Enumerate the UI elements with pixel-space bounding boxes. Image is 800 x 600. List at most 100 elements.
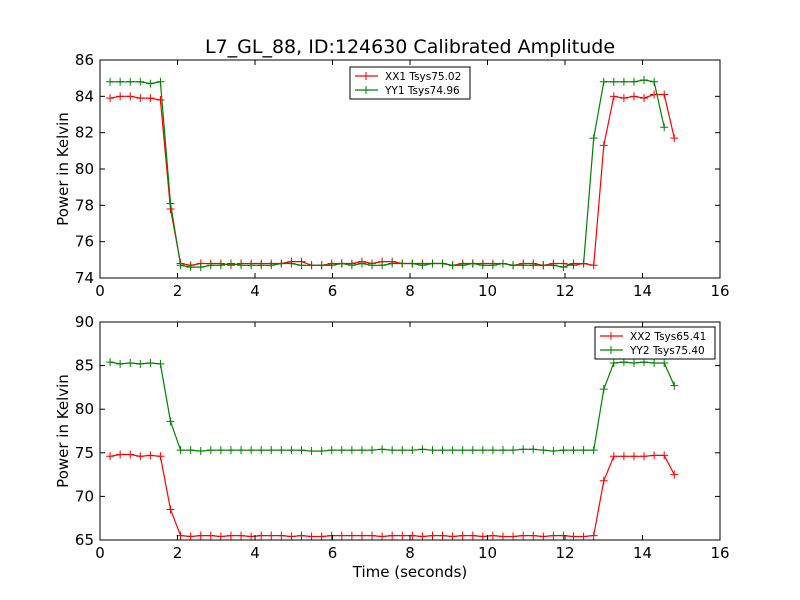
data-point bbox=[166, 199, 175, 208]
data-point bbox=[569, 446, 578, 455]
x-tick-label: 10 bbox=[478, 282, 497, 300]
data-point bbox=[660, 90, 669, 99]
data-point bbox=[368, 261, 377, 270]
data-point bbox=[226, 259, 235, 268]
data-point bbox=[418, 532, 427, 540]
data-point bbox=[640, 94, 649, 103]
data-point bbox=[599, 77, 608, 86]
legend-label: YY1 Tsys74.96 bbox=[384, 85, 460, 97]
data-point bbox=[609, 358, 618, 367]
data-point bbox=[136, 77, 145, 86]
y-tick-label: 80 bbox=[75, 160, 94, 178]
data-point bbox=[136, 94, 145, 103]
data-point bbox=[539, 261, 548, 270]
data-point bbox=[146, 451, 155, 460]
data-point bbox=[317, 261, 326, 270]
x-tick-label: 14 bbox=[633, 282, 652, 300]
data-point bbox=[569, 532, 578, 540]
data-point bbox=[307, 532, 316, 540]
data-point bbox=[337, 259, 346, 268]
data-point bbox=[579, 532, 588, 540]
x-tick-label: 8 bbox=[405, 282, 415, 300]
data-point bbox=[186, 532, 195, 540]
data-point bbox=[146, 79, 155, 88]
data-point bbox=[106, 358, 115, 367]
data-point bbox=[327, 531, 336, 540]
data-point bbox=[438, 531, 447, 540]
y-tick-label: 86 bbox=[75, 51, 94, 69]
data-point bbox=[287, 446, 296, 455]
legend-marker bbox=[607, 332, 615, 340]
data-point bbox=[488, 446, 497, 455]
data-point bbox=[670, 134, 679, 143]
y-tick-label: 85 bbox=[75, 357, 94, 375]
data-point bbox=[368, 531, 377, 540]
data-point bbox=[307, 261, 316, 270]
data-point bbox=[126, 450, 135, 459]
data-point bbox=[519, 445, 528, 454]
data-point bbox=[277, 531, 286, 540]
data-point bbox=[629, 77, 638, 86]
data-point bbox=[368, 446, 377, 455]
data-point bbox=[569, 259, 578, 268]
data-point bbox=[509, 532, 518, 540]
x-tick-label: 2 bbox=[173, 544, 183, 562]
data-point bbox=[599, 476, 608, 485]
data-point bbox=[297, 531, 306, 540]
bottom-plot: 0 2 4 6 8 10 12 14 16 65 70 75 80 85 90 Power in Kelvin… bbox=[54, 313, 730, 581]
data-point bbox=[660, 358, 669, 367]
data-point bbox=[307, 447, 316, 456]
data-point bbox=[559, 531, 568, 540]
legend-label: YY2 Tsys75.40 bbox=[629, 345, 705, 357]
data-point bbox=[519, 531, 528, 540]
data-point bbox=[529, 445, 538, 454]
plot-area bbox=[106, 75, 679, 272]
y-tick-label: 84 bbox=[75, 87, 94, 105]
data-point bbox=[629, 358, 638, 367]
data-point bbox=[539, 446, 548, 455]
legend-box bbox=[349, 66, 471, 100]
data-point bbox=[458, 446, 467, 455]
data-point bbox=[226, 531, 235, 540]
y-tick-label: 65 bbox=[75, 531, 94, 549]
data-point bbox=[287, 259, 296, 268]
data-point bbox=[589, 261, 598, 270]
x-tick-label: 16 bbox=[710, 544, 729, 562]
data-point bbox=[216, 532, 225, 540]
y-tick-label: 74 bbox=[75, 269, 94, 287]
data-point bbox=[116, 77, 125, 86]
data-point bbox=[247, 532, 256, 540]
legend-label: XX2 Tsys65.41 bbox=[630, 331, 706, 343]
data-point bbox=[418, 445, 427, 454]
data-point bbox=[529, 261, 538, 270]
data-point bbox=[126, 92, 135, 101]
y-tick-label: 75 bbox=[75, 444, 94, 462]
data-point bbox=[156, 95, 165, 104]
x-tick-label: 0 bbox=[95, 282, 105, 300]
data-point bbox=[337, 531, 346, 540]
data-point bbox=[106, 452, 115, 461]
data-point bbox=[357, 531, 366, 540]
data-point bbox=[418, 261, 427, 270]
x-tick-label: 6 bbox=[328, 282, 338, 300]
data-point bbox=[297, 446, 306, 455]
data-point bbox=[267, 261, 276, 270]
y-tick-label: 90 bbox=[75, 313, 94, 331]
data-point bbox=[186, 446, 195, 455]
data-point bbox=[398, 446, 407, 455]
plot-area bbox=[106, 358, 679, 540]
data-point bbox=[257, 446, 266, 455]
y-tick-label: 76 bbox=[75, 233, 94, 251]
legend-marker bbox=[362, 72, 370, 80]
data-point bbox=[629, 92, 638, 101]
data-point bbox=[468, 531, 477, 540]
data-point bbox=[488, 531, 497, 540]
legend-label: XX1 Tsys75.02 bbox=[385, 71, 461, 83]
data-point bbox=[458, 261, 467, 270]
data-point bbox=[156, 359, 165, 368]
data-point bbox=[488, 261, 497, 270]
data-point bbox=[146, 358, 155, 367]
data-point bbox=[347, 531, 356, 540]
data-point bbox=[136, 452, 145, 461]
